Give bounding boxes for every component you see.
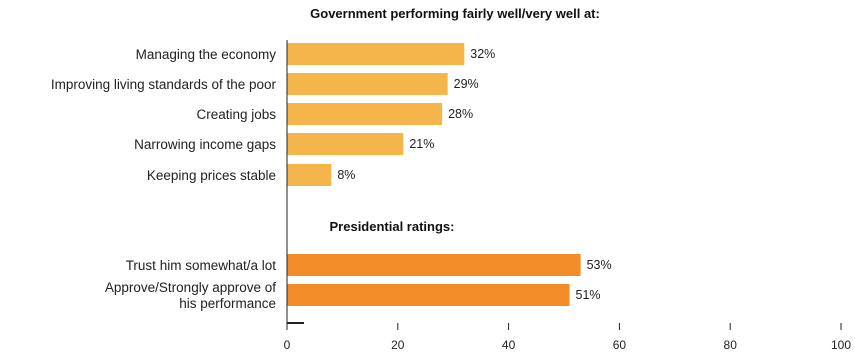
bar: [287, 73, 448, 95]
category-label: Creating jobs: [196, 107, 276, 122]
x-tick-label: 40: [502, 338, 516, 352]
bar: [287, 164, 332, 186]
value-label: 29%: [454, 77, 479, 91]
x-axis: 0 20 40 60 80 100: [284, 40, 851, 352]
value-label: 21%: [409, 137, 434, 151]
bar: [287, 254, 581, 276]
bar: [287, 284, 570, 306]
category-label: Trust him somewhat/a lot: [126, 258, 277, 273]
category-label: his performance: [179, 296, 276, 311]
category-label: Keeping prices stable: [147, 168, 276, 183]
category-label: Improving living standards of the poor: [51, 77, 277, 92]
bars-layer: Managing the economy 32% Improving living …: [51, 43, 612, 311]
category-label: Approve/Strongly approve of: [105, 280, 276, 295]
value-label: 53%: [587, 258, 612, 272]
value-label: 32%: [470, 47, 495, 61]
x-tick-label: 0: [284, 338, 291, 352]
x-tick-label: 100: [831, 338, 851, 352]
section-title-government: Government performing fairly well/very w…: [310, 6, 600, 21]
bar: [287, 43, 465, 65]
category-label: Narrowing income gaps: [134, 137, 276, 152]
category-label: Managing the economy: [136, 47, 277, 62]
x-tick-label: 60: [613, 338, 627, 352]
bar: [287, 103, 443, 125]
value-label: 8%: [337, 168, 355, 182]
x-tick-label: 80: [724, 338, 738, 352]
value-label: 51%: [576, 288, 601, 302]
value-label: 28%: [448, 107, 473, 121]
section-title-presidential: Presidential ratings:: [330, 219, 455, 234]
bar: [287, 133, 404, 155]
x-tick-label: 20: [391, 338, 405, 352]
